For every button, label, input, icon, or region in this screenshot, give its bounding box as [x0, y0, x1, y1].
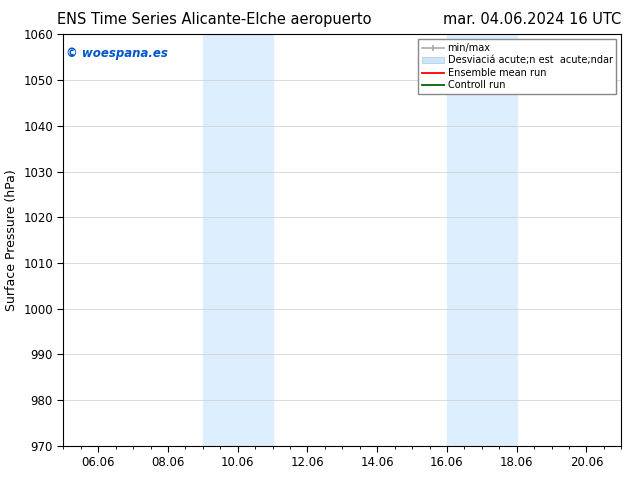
Text: ENS Time Series Alicante-Elche aeropuerto: ENS Time Series Alicante-Elche aeropuert…: [57, 12, 372, 27]
Y-axis label: Surface Pressure (hPa): Surface Pressure (hPa): [4, 169, 18, 311]
Bar: [447, 34, 517, 446]
Text: © woespana.es: © woespana.es: [66, 47, 168, 60]
Legend: min/max, Desviaciá acute;n est  acute;ndar, Ensemble mean run, Controll run: min/max, Desviaciá acute;n est acute;nda…: [418, 39, 616, 94]
Bar: [203, 34, 273, 446]
Text: mar. 04.06.2024 16 UTC: mar. 04.06.2024 16 UTC: [443, 12, 621, 27]
